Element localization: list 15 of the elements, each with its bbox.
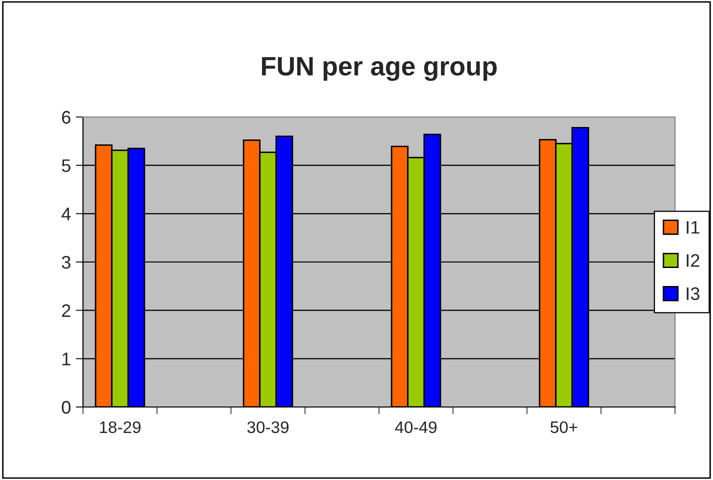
y-tick-label: 5 (62, 159, 70, 172)
y-tick-label: 2 (62, 304, 70, 317)
x-tick-label: 50+ (550, 421, 578, 434)
x-tick-label: 40-49 (395, 421, 437, 434)
y-tick-label: 4 (62, 208, 71, 220)
y-tick-label: 1 (62, 352, 70, 366)
x-tick-label: 30-39 (247, 421, 289, 434)
legend-label: I1 (686, 221, 700, 234)
y-tick-label: 6 (62, 110, 70, 124)
x-tick-label: 18-29 (100, 421, 141, 434)
y-tick-label: 0 (62, 400, 70, 414)
y-tick-label: 3 (62, 256, 70, 269)
chart-title: FUN per age group (262, 57, 497, 81)
legend-label: I2 (686, 254, 700, 267)
legend-label: I3 (686, 287, 700, 300)
